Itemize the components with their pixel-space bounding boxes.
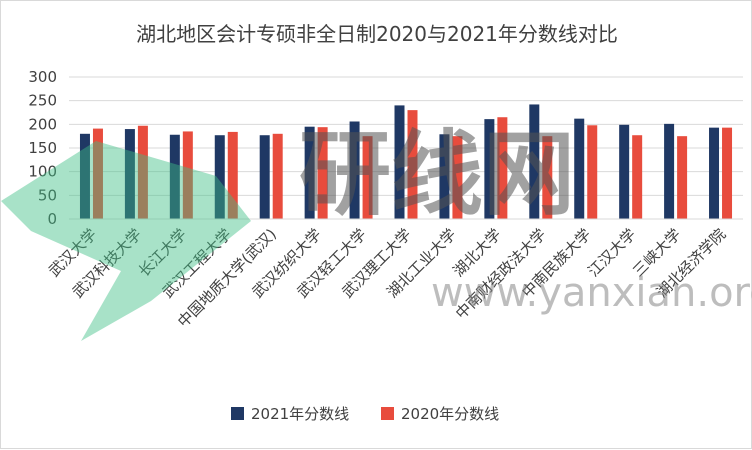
bar-2021 xyxy=(664,123,675,219)
bar-2020 xyxy=(722,127,733,219)
bar-2020 xyxy=(92,128,103,219)
watermark-text: 研线网 xyxy=(299,121,575,228)
bar-2021 xyxy=(574,118,585,219)
bar-2020 xyxy=(182,131,193,219)
bar-2021 xyxy=(439,134,450,219)
bar-2021 xyxy=(349,121,360,219)
bar-2021 xyxy=(484,119,495,219)
legend-swatch-2020 xyxy=(381,407,394,420)
bar-2021 xyxy=(709,127,720,219)
watermark-url: www.yanxian.org xyxy=(431,270,752,316)
bar-2021 xyxy=(79,133,90,219)
bar-2020 xyxy=(137,125,148,219)
bar-2020 xyxy=(227,131,238,219)
chart-title: 湖北地区会计专硕非全日制2020与2021年分数线对比 xyxy=(136,22,618,46)
bar-2020 xyxy=(542,136,553,219)
y-tick-label: 100 xyxy=(28,163,57,181)
bar-2020 xyxy=(677,136,688,219)
bar-2020 xyxy=(632,135,643,219)
watermark-logo-icon xyxy=(1,141,251,341)
legend-label-2021: 2021年分数线 xyxy=(251,405,349,423)
y-axis: 0 50 100 150 200 250 300 xyxy=(28,68,57,228)
bar-2021 xyxy=(529,104,540,219)
y-tick-label: 200 xyxy=(28,115,57,133)
legend-swatch-2021 xyxy=(231,407,244,420)
legend-label-2020: 2020年分数线 xyxy=(401,405,499,423)
bar-2020 xyxy=(497,117,508,219)
bar-2021 xyxy=(619,124,630,219)
y-tick-label: 250 xyxy=(28,92,57,110)
bar-2021 xyxy=(259,135,270,219)
bar-2020 xyxy=(407,110,418,219)
y-tick-label: 300 xyxy=(28,68,57,86)
bar-2020 xyxy=(317,127,328,219)
bar-2021 xyxy=(169,134,180,219)
bars xyxy=(79,104,733,219)
y-tick-label: 0 xyxy=(47,210,57,228)
gridlines xyxy=(69,76,743,196)
bar-2021 xyxy=(124,129,135,219)
y-tick-label: 150 xyxy=(28,139,57,157)
bar-2021 xyxy=(214,135,225,219)
watermark: 研线网 www.yanxian.org xyxy=(1,121,752,341)
y-tick-label: 50 xyxy=(38,186,57,204)
bar-2020 xyxy=(452,136,463,219)
bar-2020 xyxy=(362,136,373,219)
legend: 2021年分数线 2020年分数线 xyxy=(231,405,499,423)
bar-2021 xyxy=(304,126,315,219)
bar-2020 xyxy=(272,133,283,219)
bar-2021 xyxy=(394,105,405,219)
bar-2020 xyxy=(587,125,598,219)
